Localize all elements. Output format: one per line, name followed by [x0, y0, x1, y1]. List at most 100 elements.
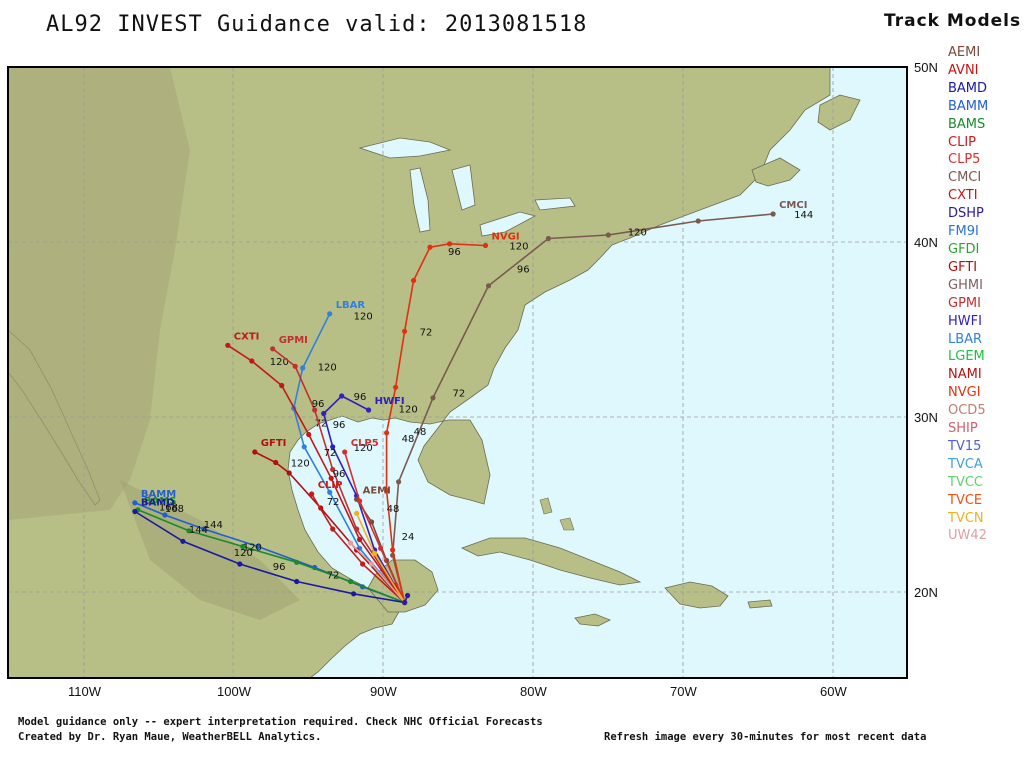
- forecast-hour-label: 144: [204, 520, 223, 531]
- track-point: [369, 561, 375, 567]
- track-point: [301, 444, 307, 450]
- track-point: [273, 459, 279, 466]
- land-layer: [8, 67, 861, 678]
- forecast-hour-label: 24: [402, 532, 415, 543]
- track-point: [328, 475, 334, 481]
- forecast-hour-label: 120: [399, 404, 418, 415]
- track-point: [255, 543, 261, 550]
- track-line: [254, 451, 406, 604]
- track-dshp: [402, 592, 411, 606]
- legend-entry-cmci: CMCI: [948, 170, 982, 186]
- forecast-hour-label: 120: [354, 312, 373, 323]
- track-point: [485, 283, 492, 289]
- forecast-hour-label: 96: [312, 399, 325, 410]
- track-point: [348, 540, 354, 546]
- track-point: [162, 512, 168, 518]
- track-point: [330, 444, 336, 450]
- forecast-hour-label: 168: [159, 502, 178, 513]
- lat-label: 40N: [914, 235, 938, 250]
- forecast-hour-label: 72: [327, 571, 340, 582]
- legend-entry-gfdi: GFDI: [948, 241, 980, 257]
- legend-entry-tv15: TV15: [948, 438, 982, 454]
- track-line: [137, 509, 405, 604]
- legend-entry-bams: BAMS: [948, 116, 986, 132]
- legend-entry-dshp: DSHP: [948, 206, 984, 222]
- newfoundland-land: [817, 94, 861, 131]
- track-point: [402, 328, 408, 334]
- legend-entry-bamm: BAMM: [948, 98, 989, 114]
- forecast-hour-label: 72: [453, 389, 466, 400]
- track-point: [405, 592, 411, 599]
- track-clip: 72 CLIP: [309, 480, 408, 606]
- legend-entry-lbar: LBAR: [948, 331, 983, 347]
- forecast-hour-label: 72: [315, 418, 328, 429]
- forecast-hour-label: 120: [318, 362, 337, 373]
- track-point: [237, 561, 243, 567]
- forecast-hour-label: 96: [354, 392, 367, 403]
- legend-entry-tvca: TVCA: [948, 456, 983, 472]
- nova-scotia-land: [751, 157, 801, 187]
- track-point: [186, 528, 192, 534]
- forecast-hour-label: 120: [628, 228, 647, 239]
- track-model-label: BAMM: [141, 489, 176, 500]
- track-point: [390, 547, 396, 553]
- track-point: [545, 235, 552, 242]
- track-line: [385, 242, 486, 603]
- forecast-hour-label: 144: [794, 210, 813, 221]
- map-frame: [7, 66, 908, 679]
- legend-entry-ocd5: OCD5: [948, 403, 986, 419]
- footer-refresh: Refresh image every 30-minutes for most …: [604, 731, 927, 743]
- track-point: [180, 538, 186, 544]
- forecast-hour-label: 120: [234, 548, 253, 559]
- track-point: [351, 591, 357, 597]
- forecast-hour-label: 120: [291, 459, 310, 470]
- track-model-label: GPMI: [279, 335, 308, 346]
- lon-label: 110W: [68, 684, 102, 699]
- cuba-land: [460, 537, 642, 586]
- graticule: [8, 67, 907, 678]
- legend-entry-ghmi: GHMI: [948, 277, 983, 293]
- legend-entry-avni: AVNI: [948, 62, 979, 78]
- track-point: [427, 244, 433, 250]
- legend-entry-aemi: AEMI: [948, 45, 981, 60]
- track-point: [411, 277, 417, 284]
- legend-entry-nami: NAMI: [948, 367, 982, 383]
- track-model-label: CLIP: [318, 480, 343, 491]
- track-point: [294, 559, 300, 565]
- track-point: [339, 393, 345, 399]
- track-point: [342, 449, 348, 455]
- track-point: [430, 395, 436, 401]
- track-point: [327, 489, 333, 495]
- model-legend: AEMI AVNI BAMD BAMM BAMS CLIP CLP5 CMCI CXTI DSHP…: [948, 44, 988, 545]
- track-point: [396, 479, 402, 485]
- forecast-hour-label: 72: [324, 448, 337, 459]
- legend-entry-clp5: CLP5: [948, 152, 981, 168]
- rocky-mountains-shade: [8, 67, 190, 520]
- track-point: [330, 526, 336, 532]
- track-point: [354, 510, 360, 516]
- puerto-rico-land: [747, 599, 773, 609]
- forecast-hour-label: 96: [333, 420, 346, 431]
- legend-entry-uw42: UW42: [948, 528, 987, 544]
- legend-title: Track Models: [884, 11, 1022, 31]
- track-model-label: CMCI: [779, 200, 807, 211]
- track-point: [360, 561, 366, 567]
- legend-entry-hwfi: HWFI: [948, 313, 982, 329]
- lon-label: 70W: [670, 684, 697, 699]
- track-line: [343, 451, 406, 603]
- track-model-label: LBAR: [336, 300, 366, 311]
- lat-label: 30N: [914, 410, 938, 425]
- track-point: [279, 382, 285, 389]
- track-point: [201, 526, 207, 532]
- track-point: [348, 578, 354, 585]
- lon-label: 80W: [520, 684, 547, 699]
- legend-entry-tvce: TVCE: [948, 492, 983, 508]
- legend-entry-bamd: BAMD: [948, 80, 988, 96]
- track-line: [272, 348, 406, 603]
- forecast-hour-label: 168: [165, 504, 184, 515]
- track-point: [225, 342, 231, 348]
